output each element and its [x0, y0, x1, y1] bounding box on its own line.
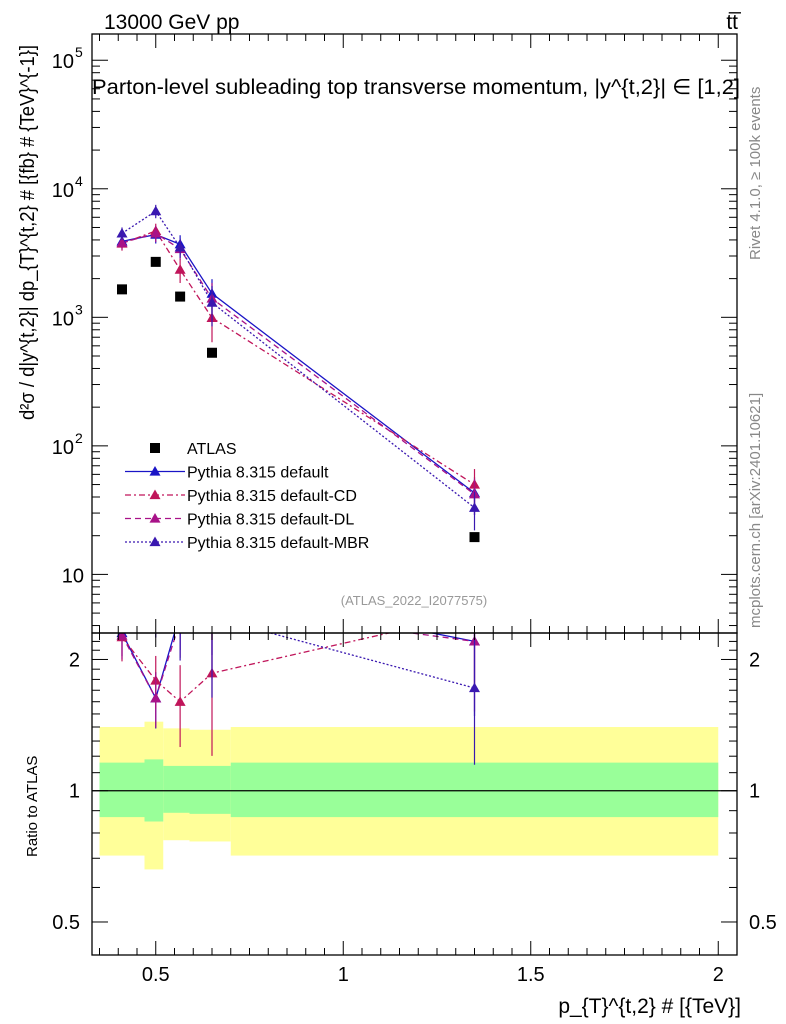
stat-uncertainty-band-0 [99, 762, 145, 818]
x-tick-label-1: 1 [338, 964, 349, 986]
ratio-tick-label-right-0: 0.5 [749, 912, 777, 934]
atlas-point-2 [175, 291, 186, 302]
ratio-frame [91, 632, 738, 956]
y-tick-label-4: 10 [52, 51, 74, 73]
y-tick-label-0: 10 [62, 565, 84, 587]
series-3-point-1 [150, 227, 162, 238]
atlas-point-3 [207, 347, 217, 358]
mcplots-label: mcplots.cern.ch [arXiv:2401.10621] [747, 393, 764, 628]
series-4-point-4 [469, 502, 480, 512]
legend-label-3: Pythia 8.315 default-DL [187, 512, 354, 529]
process-label: tt̅ [726, 11, 742, 34]
series-3-ratio-point-0 [116, 633, 128, 640]
legend: ATLAS Pythia 8.315 default Pythia 8.315 de… [125, 441, 369, 552]
series-3-ratio-point-2 [175, 616, 186, 626]
stat-uncertainty-band-3 [189, 765, 231, 814]
series-4-ratio-point-4 [469, 682, 480, 693]
axes [91, 33, 738, 956]
chart-title: Parton-level subleading top transverse m… [92, 76, 740, 99]
ratio-tick-label-1: 1 [69, 781, 80, 803]
series-3-line [121, 232, 475, 495]
x-tick-label-3: 2 [713, 964, 724, 986]
series-4-point-3 [206, 297, 218, 307]
series-2-ratio-point-2 [174, 696, 186, 706]
atlas-point-1 [150, 256, 161, 267]
ratio-tick-label-right-2: 2 [749, 649, 760, 671]
series-3-ratio-line [121, 633, 475, 700]
stat-uncertainty-band-4 [230, 762, 719, 818]
x-axis-label: p_{T}^{t,2} # [{TeV}] [558, 995, 741, 1018]
series-3-ratio-point-3 [207, 601, 218, 611]
energy-label: 13000 GeV pp [104, 11, 239, 34]
series-2-point-2 [174, 264, 186, 274]
legend-marker-atlas [150, 443, 160, 453]
legend-label-0: ATLAS [187, 441, 237, 458]
analysis-watermark: (ATLAS_2022_I2077575) [341, 593, 487, 608]
legend-marker-3 [149, 513, 161, 523]
series-2-line [121, 230, 475, 486]
stat-uncertainty-band-2 [163, 765, 190, 813]
atlas-point-0 [117, 284, 127, 295]
y-tick-label-2: 10 [52, 308, 74, 330]
y-tick-exponent-1: 2 [75, 430, 83, 446]
y-tick-exponent-3: 4 [75, 173, 83, 189]
series-4-ratio-line [268, 633, 475, 689]
ratio-tick-label-right-1: 1 [749, 781, 760, 803]
x-tick-label-0: 0.5 [142, 964, 170, 986]
series-4-point-2 [174, 241, 186, 252]
y-tick-label-1: 10 [52, 437, 74, 459]
x-tick-label-2: 1.5 [517, 964, 545, 986]
ratio-y-axis-label: Ratio to ATLAS [24, 756, 41, 857]
series-4-ratio-point-2 [175, 619, 186, 629]
series-2-ratio-point-4 [469, 608, 480, 618]
y-tick-label-3: 10 [52, 180, 74, 202]
series-3-point-0 [116, 237, 128, 247]
series-1-ratio-point-3 [207, 584, 218, 594]
series-1-ratio-point-2 [175, 608, 186, 618]
rivet-label: Rivet 4.1.0, ≥ 100k events [747, 87, 764, 260]
series-4-ratio-point-1 [150, 608, 161, 618]
atlas-point-4 [469, 532, 480, 543]
y-tick-exponent-4: 5 [75, 44, 83, 60]
series-3-ratio-point-1 [150, 692, 162, 703]
y-tick-exponent-2: 3 [75, 301, 83, 317]
legend-label-2: Pythia 8.315 default-CD [187, 488, 357, 505]
legend-marker-1 [149, 466, 161, 476]
legend-label-4: Pythia 8.315 default-MBR [187, 535, 369, 552]
ratio-tick-label-0: 0.5 [52, 912, 80, 934]
legend-marker-2 [149, 489, 161, 500]
y-axis-label: d²σ / d|y^{t,2}| dp_{T}^{t,2} # [{fb} # … [17, 45, 39, 420]
ratio-series [116, 584, 480, 765]
ratio-tick-label-2: 2 [69, 649, 80, 671]
data-markers [116, 204, 480, 543]
legend-label-1: Pythia 8.315 default [187, 465, 329, 482]
series-4-point-0 [116, 227, 128, 238]
atlas-uncertainty-bands [99, 721, 719, 870]
series-4-ratio-point-3 [207, 612, 218, 622]
legend-marker-4 [149, 536, 161, 547]
series-4-point-1 [150, 205, 162, 216]
series-4-ratio-point-0 [117, 597, 128, 607]
series-1-ratio-line [121, 633, 475, 700]
